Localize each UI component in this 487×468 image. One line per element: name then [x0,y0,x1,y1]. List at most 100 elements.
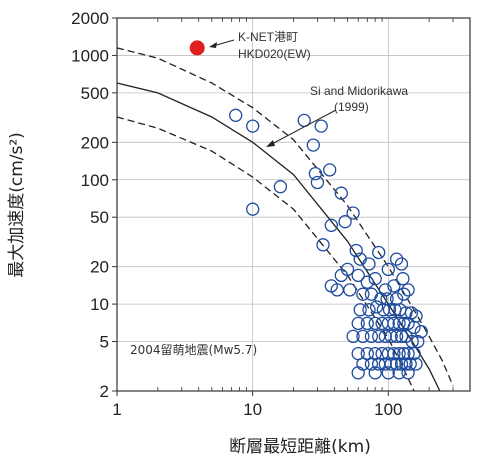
y-tick-label: 5 [100,333,109,352]
station-point [381,262,395,277]
station-point [381,316,395,331]
station-point [387,279,401,293]
station-point [384,357,398,371]
station-point [334,186,348,200]
station-point [324,218,338,232]
si-midorikawa-year: (1999) [334,100,369,114]
station-point [316,238,330,252]
station-point [364,329,379,344]
station-point [346,329,360,344]
y-tick-label: 10 [90,295,109,314]
station-point [306,138,320,152]
y-tick-label: 2000 [71,9,109,28]
station-point [389,357,404,371]
station-point [246,119,260,133]
si-midorikawa-arrow-head [266,140,275,147]
station-point [389,329,404,344]
station-point [407,320,421,335]
station-point [351,268,365,283]
hkd-label: HKD020(EW) [238,47,311,61]
axes [112,17,471,396]
station-point [389,252,404,266]
station-point [360,316,374,331]
median-curve [117,82,441,391]
y-tick-label: 100 [81,171,109,190]
station-point [382,303,397,317]
station-point [364,357,379,371]
station-point [399,306,413,320]
station-point [338,215,352,229]
k-net-label: K-NET港町 [238,30,298,44]
bound-curve [117,47,454,387]
y-axis-title: 最大加速度(cm/s²) [7,132,27,278]
station-point [308,166,323,181]
y-tick-label: 1000 [71,46,109,65]
station-point [397,287,411,301]
station-point [356,329,370,344]
station-point [378,357,392,371]
station-point [401,366,415,380]
station-point [323,163,337,177]
station-point [401,346,415,361]
station-point [399,357,413,371]
y-tick-label: 20 [90,258,109,277]
station-point [343,283,357,297]
station-point [346,206,360,220]
station-point [356,287,370,301]
station-point [362,303,376,317]
x-tick-label: 1 [112,400,121,419]
y-tick-label: 200 [81,133,109,152]
station-point [411,334,425,349]
station-point [401,283,415,297]
station-point [403,357,417,371]
station-point [314,119,328,133]
station-point [368,316,382,331]
x-tick-label: 10 [243,400,262,419]
station-point [414,325,428,339]
station-point [392,316,406,331]
station-point [360,275,374,289]
station-point [392,346,406,361]
station-point [368,272,382,286]
station-point [368,366,382,380]
y-tick-label: 2 [100,382,109,401]
highlight-layer [189,40,205,56]
station-point [381,366,395,380]
y-tick-label: 50 [90,208,109,227]
station-point [349,243,363,258]
station-point [394,257,409,271]
station-point [394,357,409,371]
station-point [310,175,325,190]
station-point [351,316,365,331]
station-points [229,108,428,380]
station-point [229,108,243,122]
station-point [394,329,409,344]
station-point [387,346,401,361]
event-label: 2004留萌地震(Mw5.7) [130,343,257,357]
station-point [392,366,406,380]
station-point [384,329,398,344]
model-curves [117,47,454,391]
station-point [246,202,260,216]
station-point [353,303,367,317]
station-point [387,316,401,331]
station-point [397,346,411,361]
station-point [362,257,376,271]
bound-curve [117,116,415,391]
x-axis-title: 断層最短距離(km) [229,437,371,457]
station-point [372,245,386,260]
station-point [396,272,410,286]
k-net-arrow-head [209,42,217,48]
station-point [334,268,348,283]
station-point [409,357,423,371]
y-tick-label: 500 [81,84,109,103]
station-point [369,300,384,314]
k-net-point [189,40,205,56]
si-midorikawa-label: Si and Midorikawa [310,84,408,98]
si-midorikawa-arrow-line [269,109,337,146]
station-point [378,329,392,344]
station-point [351,366,365,380]
tick-labels: 2000 1000 500 200 100 50 20 10 5 21 10 100 [71,9,402,419]
station-point [273,180,288,194]
